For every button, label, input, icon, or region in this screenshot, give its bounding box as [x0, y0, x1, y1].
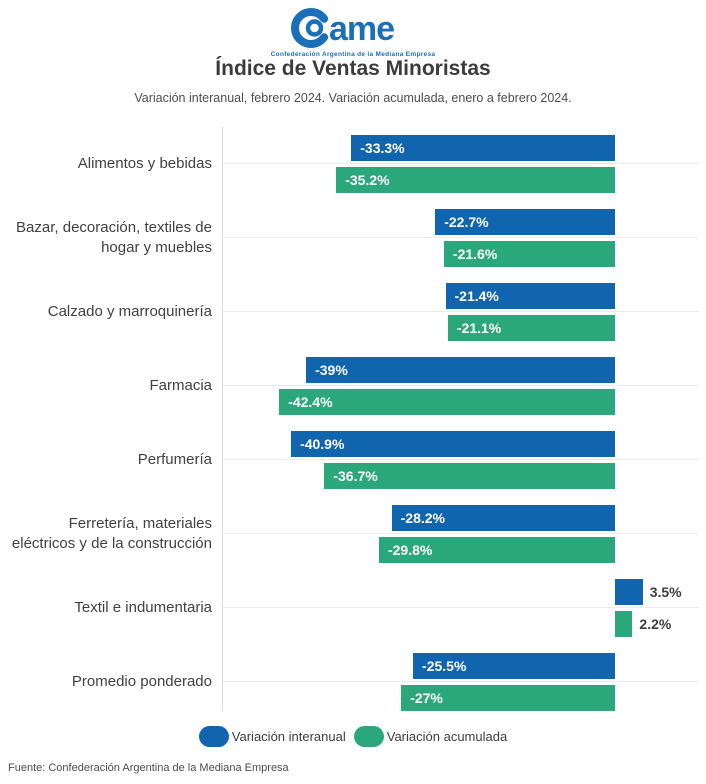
- bar-variaci-n-interanual: -39%: [306, 356, 615, 383]
- bar-variaci-n-interanual: -25.5%: [413, 652, 615, 679]
- bar-variaci-n-acumulada: [615, 610, 633, 637]
- bar-value-label: -21.6%: [452, 245, 498, 262]
- bar-variaci-n-acumulada: -29.8%: [378, 536, 615, 563]
- bar-value-label: -42.4%: [288, 393, 333, 410]
- bar-variaci-n-acumulada: -36.7%: [324, 462, 615, 489]
- category-gridline: [222, 533, 698, 534]
- came-logo-caption: Confederación Argentina de la Mediana Em…: [270, 51, 436, 58]
- category-label: Perfumería: [137, 450, 212, 468]
- legend-swatch-acumulada: [353, 726, 384, 747]
- category-label: Calzado y marroquinería: [47, 302, 212, 320]
- category-gridline: [222, 237, 698, 238]
- bar-variaci-n-acumulada: -27%: [401, 684, 615, 711]
- bar-variaci-n-interanual: -28.2%: [391, 504, 615, 531]
- category-gridline: [222, 607, 698, 608]
- bar-variaci-n-interanual: -33.3%: [351, 134, 615, 161]
- bar-variaci-n-acumulada: -42.4%: [279, 388, 615, 415]
- bar-variaci-n-interanual: -22.7%: [435, 208, 615, 235]
- category-gridline: [222, 163, 698, 164]
- bar-value-label: -35.2%: [345, 171, 390, 188]
- category-gridline: [222, 459, 698, 460]
- bar-variaci-n-acumulada: -35.2%: [336, 166, 615, 193]
- bar-value-label: 3.5%: [649, 583, 682, 600]
- bar-variaci-n-interanual: -21.4%: [445, 282, 615, 309]
- category-gridline: [222, 681, 698, 682]
- came-logo: ame Confederación Argentina de la Median…: [0, 6, 706, 58]
- axis-vertical-line: [222, 127, 223, 711]
- category-label: Alimentos y bebidas: [77, 154, 212, 172]
- bar-variaci-n-interanual: [615, 578, 643, 605]
- bar-value-label: 2.2%: [639, 615, 672, 632]
- bar-variaci-n-acumulada: -21.6%: [443, 240, 615, 267]
- bar-value-label: -33.3%: [360, 139, 405, 156]
- category-gridline: [222, 385, 698, 386]
- page-title: Índice de Ventas Minoristas: [215, 57, 491, 80]
- bar-value-label: -21.4%: [454, 287, 499, 304]
- legend-swatch-interanual: [198, 726, 229, 747]
- category-gridline: [222, 311, 698, 312]
- bar-value-label: -21.1%: [456, 319, 502, 336]
- category-label: Promedio ponderado: [71, 672, 212, 690]
- legend-item-acumulada: Variación acumulada: [353, 726, 508, 747]
- legend-label-acumulada: Variación acumulada: [386, 729, 508, 744]
- bar-value-label: -39%: [315, 361, 348, 378]
- bar-value-label: -27%: [410, 689, 443, 706]
- bar-variaci-n-acumulada: -21.1%: [447, 314, 615, 341]
- category-label: Farmacia: [149, 376, 212, 394]
- chart-subtitle: Variación interanual, febrero 2024. Vari…: [134, 91, 572, 105]
- bar-value-label: -36.7%: [333, 467, 378, 484]
- bar-value-label: -25.5%: [422, 657, 467, 674]
- bar-value-label: -40.9%: [300, 435, 345, 452]
- legend-label-interanual: Variación interanual: [231, 729, 346, 744]
- category-label: Bazar, decoración, textiles de hogar y m…: [16, 218, 212, 256]
- category-label: Textil e indumentaria: [74, 598, 212, 616]
- chart-legend: Variación interanual Variación acumulada: [0, 726, 706, 747]
- source-note: Fuente: Confederación Argentina de la Me…: [8, 762, 289, 774]
- bar-value-label: -29.8%: [387, 541, 433, 558]
- bar-value-label: -22.7%: [444, 213, 489, 230]
- came-logo-text: ame: [329, 10, 394, 48]
- bar-value-label: -28.2%: [400, 509, 445, 526]
- came-logo-icon: ame: [291, 8, 395, 48]
- bar-chart-area: Alimentos y bebidas -33.3% -35.2% Bazar, de…: [0, 127, 706, 715]
- legend-item-interanual: Variación interanual: [198, 726, 346, 747]
- bar-variaci-n-interanual: -40.9%: [291, 430, 615, 457]
- category-label: Ferretería, materiales eléctricos y de l…: [11, 514, 212, 552]
